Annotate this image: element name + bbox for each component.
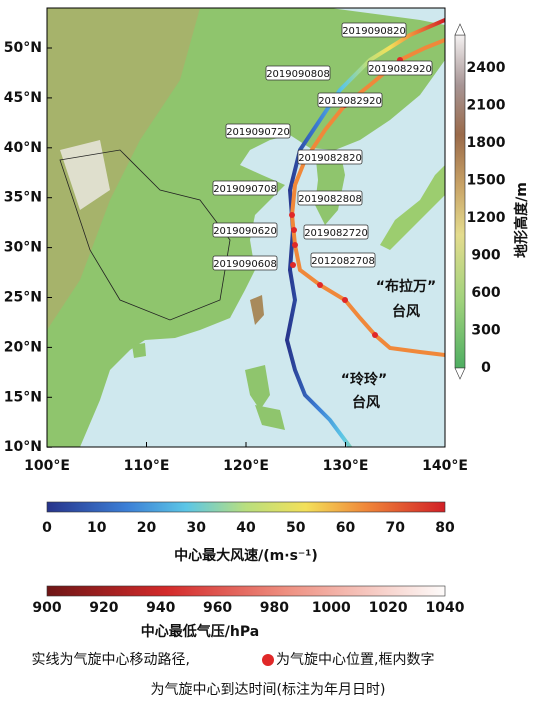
time-box bbox=[297, 149, 363, 165]
caption-dot bbox=[262, 654, 274, 666]
elevation-tick-label: 2100 bbox=[467, 98, 506, 114]
typhoon-label: “布拉万” bbox=[376, 278, 436, 295]
pressure-tick-label: 900 bbox=[32, 600, 61, 616]
lat-tick-label: 20°N bbox=[4, 339, 42, 355]
elevation-tick-label: 1800 bbox=[467, 135, 506, 151]
time-label: 2019082720 bbox=[304, 228, 368, 239]
elevation-tick-label: 300 bbox=[471, 323, 500, 339]
hainan bbox=[132, 343, 146, 358]
wind-tick-label: 40 bbox=[236, 520, 256, 536]
elevation-tick-label: 2400 bbox=[467, 60, 506, 76]
wind-tick-label: 70 bbox=[386, 520, 406, 536]
elevation-bar bbox=[454, 34, 466, 369]
elevation-bar-ends bbox=[454, 23, 466, 380]
snow bbox=[60, 140, 110, 210]
time-box bbox=[265, 65, 331, 81]
lat-tick-label: 35°N bbox=[4, 190, 42, 206]
time-label: 2019082808 bbox=[298, 194, 362, 205]
lon-tick-label: 100°E bbox=[24, 458, 70, 474]
wind-tick-label: 30 bbox=[187, 520, 207, 536]
time-box bbox=[212, 180, 278, 196]
wind-tick-label: 20 bbox=[137, 520, 157, 536]
time-box bbox=[317, 92, 383, 108]
time-box bbox=[310, 252, 376, 268]
lat-tick-label: 50°N bbox=[4, 40, 42, 56]
pressure-bar bbox=[46, 585, 446, 597]
wind-tick-label: 50 bbox=[286, 520, 306, 536]
time-label: 2019090608 bbox=[213, 259, 277, 270]
time-box bbox=[303, 224, 369, 240]
lon-tick-label: 130°E bbox=[323, 458, 369, 474]
korea bbox=[315, 150, 345, 225]
philippines bbox=[245, 365, 285, 430]
time-label: 2019090720 bbox=[226, 127, 290, 138]
japan bbox=[380, 165, 445, 250]
lat-tick-label: 15°N bbox=[4, 389, 42, 405]
wind-tick-label: 80 bbox=[435, 520, 455, 536]
wind-tick-label: 10 bbox=[87, 520, 107, 536]
time-box bbox=[341, 22, 407, 38]
elevation-tick-label: 900 bbox=[471, 248, 500, 264]
wind-tick-label: 0 bbox=[42, 520, 52, 536]
lon-tick-label: 140°E bbox=[422, 458, 468, 474]
elevation-tick-label: 1200 bbox=[467, 210, 506, 226]
typhoon-label: 台风 bbox=[392, 303, 420, 320]
pressure-title: 中心最低气压/hPa bbox=[141, 623, 259, 640]
lat-tick-label: 10°N bbox=[4, 439, 42, 455]
time-box bbox=[212, 255, 278, 271]
time-label: 2019090708 bbox=[213, 184, 277, 195]
typhoon-label: “玲玲” bbox=[341, 371, 387, 388]
elevation-tick-label: 0 bbox=[481, 360, 491, 376]
pressure-tick-label: 920 bbox=[89, 600, 118, 616]
pressure-tick-label: 940 bbox=[146, 600, 175, 616]
lat-tick-label: 30°N bbox=[4, 240, 42, 256]
lat-tick-label: 40°N bbox=[4, 140, 42, 156]
time-label: 2019082920 bbox=[368, 64, 432, 75]
time-label: 2019082920 bbox=[318, 96, 382, 107]
time-label: 2019090620 bbox=[213, 226, 277, 237]
time-box bbox=[212, 222, 278, 238]
time-label: 2019090820 bbox=[342, 26, 406, 37]
time-label: 2019090808 bbox=[266, 69, 330, 80]
time-box bbox=[367, 60, 433, 76]
elevation-tick-label: 600 bbox=[471, 285, 500, 301]
lat-tick-label: 25°N bbox=[4, 290, 42, 306]
lon-tick-label: 120°E bbox=[223, 458, 269, 474]
pressure-tick-label: 1020 bbox=[369, 600, 408, 616]
wind-bar bbox=[46, 501, 446, 513]
time-label: 2019082820 bbox=[298, 153, 362, 164]
lon-tick-label: 110°E bbox=[124, 458, 170, 474]
time-label: 2012082708 bbox=[311, 256, 375, 267]
time-box bbox=[297, 190, 363, 206]
time-box bbox=[225, 123, 291, 139]
caption-line1-a: 实线为气旋中心移动路径, bbox=[32, 652, 190, 668]
highland bbox=[47, 8, 200, 330]
pressure-tick-label: 960 bbox=[203, 600, 232, 616]
typhoon-label: 台风 bbox=[352, 394, 380, 411]
taiwan bbox=[250, 295, 264, 325]
elevation-title: 地形高度/m bbox=[513, 182, 530, 258]
caption-line1-b: 为气旋中心位置,框内数字 bbox=[276, 652, 434, 668]
wind-title: 中心最大风速/(m·s⁻¹) bbox=[174, 547, 318, 564]
elevation-tick-label: 1500 bbox=[467, 173, 506, 189]
pressure-tick-label: 1000 bbox=[312, 600, 351, 616]
caption-line2: 为气旋中心到达时间(标注为年月日时) bbox=[151, 682, 386, 698]
pressure-tick-label: 980 bbox=[260, 600, 289, 616]
pressure-tick-label: 1040 bbox=[426, 600, 465, 616]
wind-tick-label: 60 bbox=[336, 520, 356, 536]
lat-tick-label: 45°N bbox=[4, 90, 42, 106]
